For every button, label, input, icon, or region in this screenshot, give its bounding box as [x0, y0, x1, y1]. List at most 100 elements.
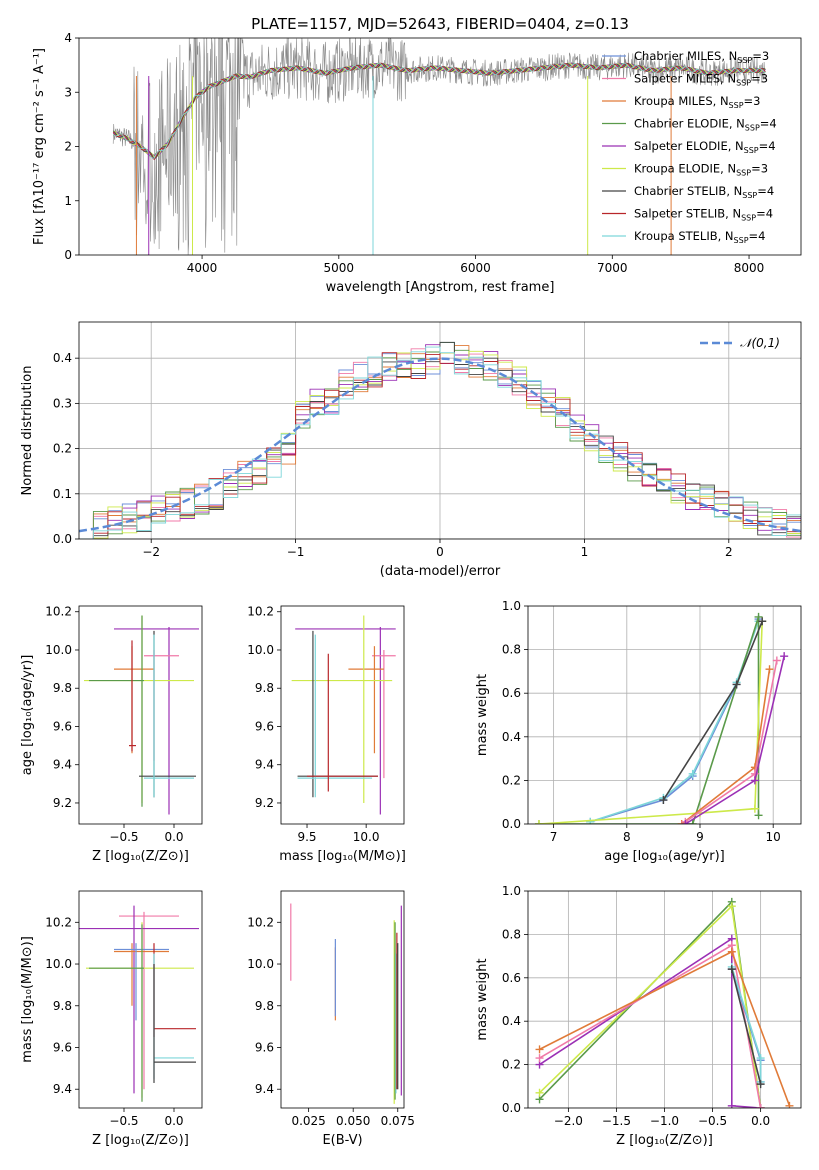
y-tick-label: 9.6 — [53, 1040, 72, 1054]
y-tick-label: 9.8 — [255, 999, 274, 1013]
legend-entry: Kroupa STELIB, NSSP=4 — [634, 229, 765, 245]
x-tick-label: 0.075 — [381, 1114, 415, 1128]
y-tick-label: 0.6 — [502, 686, 521, 700]
y-tick-label: 1 — [64, 194, 72, 208]
y-tick-label: 9.8 — [255, 681, 274, 695]
x-tick-label: 8 — [623, 830, 631, 844]
legend-entry: Kroupa ELODIE, NSSP=3 — [634, 162, 768, 178]
legend-tail: =3 — [744, 94, 761, 108]
spectrum-legend: Chabrier MILES, NSSP=3 Salpeter MILES, N S… — [602, 49, 777, 245]
legend-subscript: SSP — [745, 124, 760, 133]
series-marker-salpeter_elodie — [750, 776, 759, 785]
y-tick-label: 9.6 — [53, 719, 72, 733]
mass_vs_Z-plot-area — [79, 905, 199, 1102]
y-axis-label: mass weight — [475, 958, 490, 1040]
legend-entry: 𝒩(0,1) — [740, 336, 780, 350]
x-tick-label: 0.025 — [291, 1114, 325, 1128]
y-tick-label: 3 — [64, 85, 72, 99]
y-tick-label: 9.6 — [255, 1040, 274, 1054]
x-tick-label: 0.0 — [164, 1114, 183, 1128]
age_vs_Z-axes: −0.5 0.0 9.2 9.4 9.6 9.8 10.0 10.2 Z [log₁₀(Z/Z⊙… — [20, 605, 203, 864]
series-marker-chabrier_elodie — [754, 612, 763, 621]
x-tick-label: 7 — [550, 830, 558, 844]
age_vs_mass-axes: 9.5 10.0 9.2 9.4 9.6 9.8 10.0 10.2 mass [log₁₀(M… — [247, 605, 405, 864]
legend-label: Kroupa STELIB, N — [634, 229, 734, 243]
y-tick-label: 9.4 — [53, 1082, 72, 1096]
legend-tail: =3 — [751, 162, 768, 176]
x-tick-label: 8000 — [734, 261, 765, 275]
legend-tail: =4 — [757, 184, 774, 198]
model-spectrum-salpeter_stelib — [112, 62, 766, 161]
legend-tail: =4 — [760, 117, 777, 131]
age_vs_mass-plot-area — [291, 615, 396, 815]
series-marker-salpeter_miles — [535, 1054, 544, 1063]
spectrum-plot-area — [112, 38, 766, 255]
legend-subscript: SSP — [741, 214, 756, 223]
legend-entry: Chabrier STELIB, NSSP=4 — [634, 184, 774, 200]
age_vs_Z-frame — [78, 605, 203, 825]
y-tick-label: 0.2 — [53, 442, 72, 456]
x-tick-label: −2 — [142, 545, 160, 559]
x-axis-label: (data-model)/error — [380, 564, 501, 579]
x-tick-label: 10.0 — [353, 830, 380, 844]
model-spectrum-kroupa_stelib — [112, 62, 766, 159]
y-tick-label: 0.0 — [502, 817, 521, 831]
y-tick-label: 0.6 — [502, 971, 521, 985]
model-spectrum-chabrier_stelib — [112, 62, 766, 160]
x-axis-label: wavelength [Angstrom, rest frame] — [326, 280, 555, 295]
y-tick-label: 0.4 — [502, 1014, 521, 1028]
massweight_vs_age-plot-area — [528, 606, 801, 824]
x-tick-label: 10 — [766, 830, 781, 844]
x-tick-label: 4000 — [187, 261, 218, 275]
x-axis-label: Z [log₁₀(Z/Z⊙)] — [616, 1133, 713, 1148]
series-line-chabrier_elodie — [538, 900, 762, 1108]
legend-entry: Chabrier MILES, NSSP=3 — [634, 49, 769, 65]
y-axis-label: mass weight — [475, 674, 490, 756]
mass_vs_ebv-axes: 0.025 0.050 0.075 9.4 9.6 9.8 10.0 10.2 E(B-V) — [247, 890, 415, 1148]
y-tick-label: 10.2 — [45, 605, 72, 619]
residuals-axes: −2 −1 0 1 2 0.0 0.1 0.2 0.3 0.4 (data-model)/error… — [20, 321, 802, 579]
y-tick-label: 9.4 — [255, 1082, 274, 1096]
series-marker-chabrier_stelib — [756, 1080, 765, 1089]
y-tick-label: 9.8 — [53, 681, 72, 695]
mass_vs_Z-axes: −0.5 0.0 9.4 9.6 9.8 10.0 10.2 Z [log₁₀(Z/Z⊙)] m… — [20, 890, 203, 1148]
x-tick-label: −0.5 — [109, 830, 138, 844]
series-marker-chabrier_elodie — [688, 820, 697, 824]
x-tick-label: −1 — [287, 545, 305, 559]
series-marker-kroupa_miles — [535, 1045, 544, 1054]
legend-label: Salpeter ELODIE, N — [634, 139, 744, 153]
y-tick-label: 10.0 — [247, 957, 274, 971]
y-tick-label: 10.0 — [45, 643, 72, 657]
y-axis-label: Normed distribution — [20, 366, 35, 496]
x-axis-label: age [log₁₀(age/yr)] — [604, 849, 725, 864]
x-tick-label: 7000 — [597, 261, 628, 275]
y-tick-label: 9.4 — [255, 758, 274, 772]
series-line-salpeter_elodie — [539, 937, 761, 1108]
series-line-salpeter_miles — [684, 660, 778, 823]
residuals-plot-area — [79, 322, 801, 539]
series-marker-salpeter_miles — [756, 1104, 765, 1108]
histogram-kroupa_stelib — [79, 346, 801, 539]
x-tick-label: −0.5 — [109, 1114, 138, 1128]
legend-tail: =4 — [759, 139, 776, 153]
massweight_vs_age-frame — [527, 605, 802, 825]
y-tick-label: 0.2 — [502, 773, 521, 787]
y-tick-label: 10.0 — [45, 957, 72, 971]
y-tick-label: 0.0 — [53, 532, 72, 546]
legend-label: Salpeter STELIB, N — [634, 207, 741, 221]
y-tick-label: 9.6 — [255, 719, 274, 733]
residuals-frame — [78, 321, 802, 540]
series-marker-kroupa_miles — [765, 665, 774, 674]
legend-entry: Salpeter STELIB, NSSP=4 — [634, 207, 773, 223]
series-marker-chabrier_elodie — [754, 811, 763, 820]
series-marker-kroupa_stelib — [688, 769, 697, 778]
legend-label: Salpeter MILES, N — [634, 72, 736, 86]
series-marker-kroupa_elodie — [534, 820, 543, 824]
series-marker-kroupa_stelib — [586, 817, 595, 824]
y-tick-label: 0.8 — [502, 927, 521, 941]
y-tick-label: 0.3 — [53, 396, 72, 410]
y-axis-label: mass [log₁₀(M/M⊙)] — [20, 936, 35, 1063]
y-tick-label: 0.4 — [53, 351, 72, 365]
massweight_vs_Z-plot-area — [528, 891, 801, 1108]
